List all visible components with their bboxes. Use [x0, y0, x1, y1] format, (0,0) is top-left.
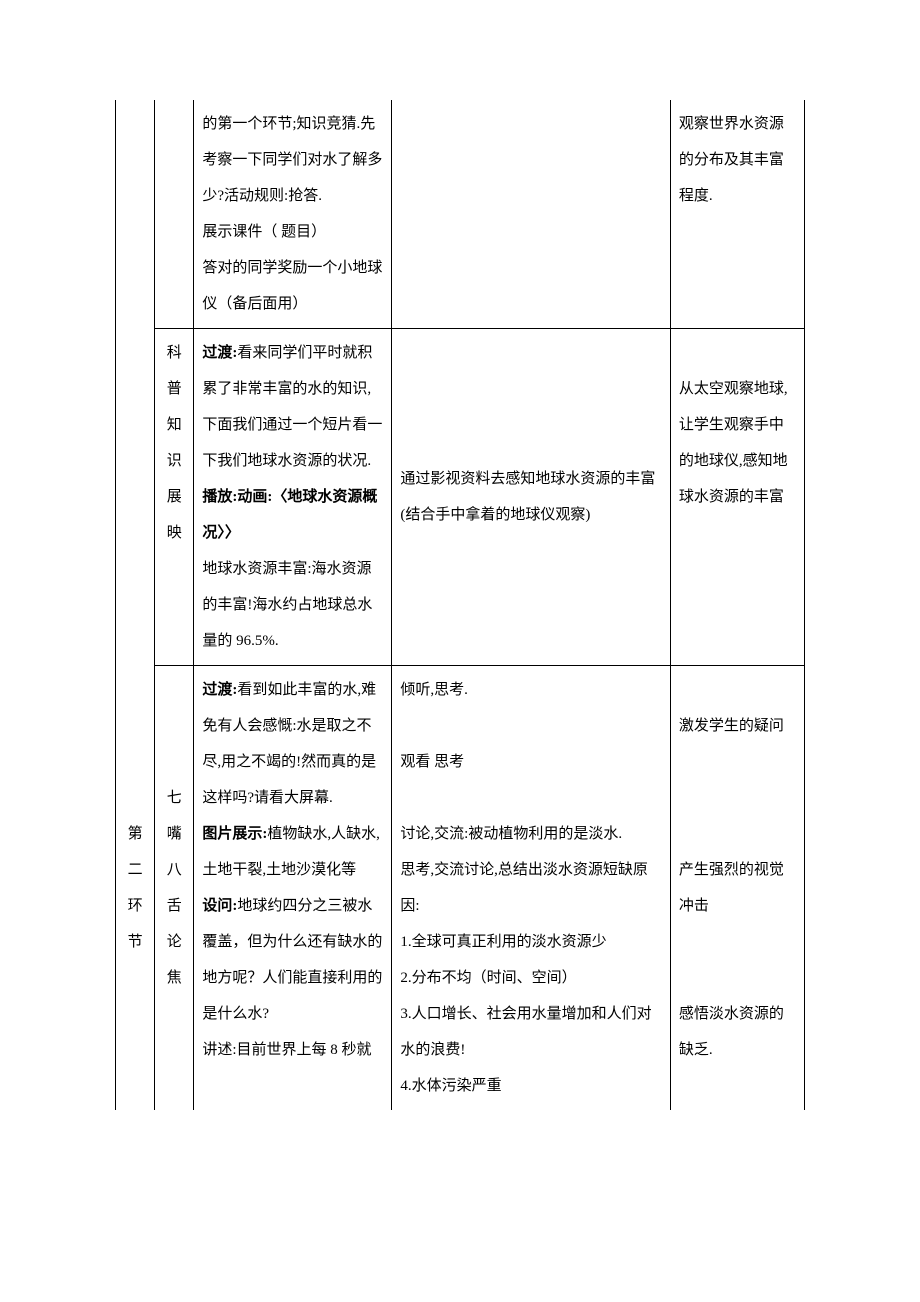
teacher-activity-cell: 的第一个环节;知识竞猜.先考察一下同学们对水了解多少?活动规则:抢答. 展示课件…: [194, 100, 392, 329]
table-row: 科 普 知 识 展 映 过渡:看来同学们平时就积累了非常丰富的水的知识,下面我们…: [116, 329, 805, 666]
cell-text: 4.水体污染严重: [400, 1078, 501, 1094]
teacher-activity-cell: 过渡:看来同学们平时就积累了非常丰富的水的知识,下面我们通过一个短片看一下我们地…: [194, 329, 392, 666]
section-cell: [116, 329, 155, 666]
vertical-char: 二: [124, 852, 146, 888]
student-activity-cell: 通过影视资料去感知地球水资源的丰富(结合手中拿着的地球仪观察): [392, 329, 670, 666]
table-row: 的第一个环节;知识竞猜.先考察一下同学们对水了解多少?活动规则:抢答. 展示课件…: [116, 100, 805, 329]
cell-text: 讨论,交流:被动植物利用的是淡水.: [400, 826, 622, 842]
vertical-char: 嘴: [163, 816, 185, 852]
document-page: 的第一个环节;知识竞猜.先考察一下同学们对水了解多少?活动规则:抢答. 展示课件…: [0, 0, 920, 1170]
cell-text: 看来同学们平时就积累了非常丰富的水的知识,下面我们通过一个短片看一下我们地球水资…: [202, 345, 382, 469]
cell-text: 感悟淡水资源的缺乏.: [679, 1006, 784, 1058]
subsection-cell: [155, 100, 194, 329]
vertical-char: 环: [124, 888, 146, 924]
cell-text: 产生强烈的视觉冲击: [679, 862, 784, 914]
vertical-char: 普: [163, 371, 185, 407]
vertical-char: 七: [163, 780, 185, 816]
vertical-char: 节: [124, 924, 146, 960]
subsection-cell: 七 嘴 八 舌 论 焦: [155, 666, 194, 1111]
teacher-activity-cell: 过渡:看到如此丰富的水,难免有人会感慨:水是取之不尽,用之不竭的!然而真的是这样…: [194, 666, 392, 1111]
vertical-char: 舌: [163, 888, 185, 924]
lesson-plan-table: 的第一个环节;知识竞猜.先考察一下同学们对水了解多少?活动规则:抢答. 展示课件…: [115, 100, 805, 1110]
cell-text: 通过影视资料去感知地球水资源的丰富(结合手中拿着的地球仪观察): [400, 471, 655, 523]
cell-text: 2.分布不均（时间、空间）: [400, 970, 576, 986]
vertical-char: 展: [163, 479, 185, 515]
cell-text-bold: 设问:: [202, 898, 237, 914]
table-row: 第 二 环 节 七 嘴 八 舌 论 焦 过渡:看到如此丰富的水,难免有人会感慨:…: [116, 666, 805, 1111]
intent-cell: 从太空观察地球,让学生观察手中的地球仪,感知地球水资源的丰富: [670, 329, 804, 666]
section-cell: [116, 100, 155, 329]
cell-text: 的第一个环节;知识竞猜.先考察一下同学们对水了解多少?活动规则:抢答.: [202, 116, 382, 204]
cell-text: 从太空观察地球,让学生观察手中的地球仪,感知地球水资源的丰富: [679, 381, 788, 505]
cell-text: 1.全球可真正利用的淡水资源少: [400, 934, 606, 950]
vertical-char: 八: [163, 852, 185, 888]
vertical-char: 知: [163, 407, 185, 443]
vertical-char: 论: [163, 924, 185, 960]
cell-text: 展示课件（ 题目）: [202, 224, 326, 240]
section-cell: 第 二 环 节: [116, 666, 155, 1111]
cell-text-bold: 过渡:: [202, 682, 237, 698]
intent-cell: 激发学生的疑问 产生强烈的视觉冲击 感悟淡水资源的缺乏.: [670, 666, 804, 1111]
cell-text: 地球约四分之三被水覆盖，但为什么还有缺水的地方呢？人们能直接利用的是什么水?: [202, 898, 382, 1022]
vertical-char: 科: [163, 335, 185, 371]
intent-cell: 观察世界水资源的分布及其丰富程度.: [670, 100, 804, 329]
student-activity-cell: 倾听,思考. 观看 思考 讨论,交流:被动植物利用的是淡水. 思考,交流讨论,总…: [392, 666, 670, 1111]
cell-text-bold: 播放:动画:〈地球水资源概况〉〉: [202, 489, 377, 541]
subsection-cell: 科 普 知 识 展 映: [155, 329, 194, 666]
cell-text: 3.人口增长、社会用水量增加和人们对水的浪费!: [400, 1006, 651, 1058]
cell-text: 地球水资源丰富:海水资源的丰富!海水约占地球总水量的 96.5%.: [202, 561, 372, 649]
cell-text: 激发学生的疑问: [679, 718, 784, 734]
vertical-char: 识: [163, 443, 185, 479]
cell-text: 看到如此丰富的水,难免有人会感慨:水是取之不尽,用之不竭的!然而真的是这样吗?请…: [202, 682, 376, 806]
vertical-char: 映: [163, 515, 185, 551]
student-activity-cell: [392, 100, 670, 329]
cell-text: 答对的同学奖励一个小地球仪（备后面用）: [202, 260, 382, 312]
cell-text-bold: 图片展示:: [202, 826, 267, 842]
cell-text: 倾听,思考.: [400, 682, 468, 698]
cell-text: 讲述:目前世界上每 8 秒就: [202, 1042, 371, 1058]
vertical-char: 第: [124, 816, 146, 852]
cell-text: 思考,交流讨论,总结出淡水资源短缺原因:: [400, 862, 648, 914]
cell-text-bold: 过渡:: [202, 345, 237, 361]
cell-text: 观看 思考: [400, 754, 464, 770]
cell-text: 观察世界水资源的分布及其丰富程度.: [679, 116, 784, 204]
vertical-char: 焦: [163, 960, 185, 996]
